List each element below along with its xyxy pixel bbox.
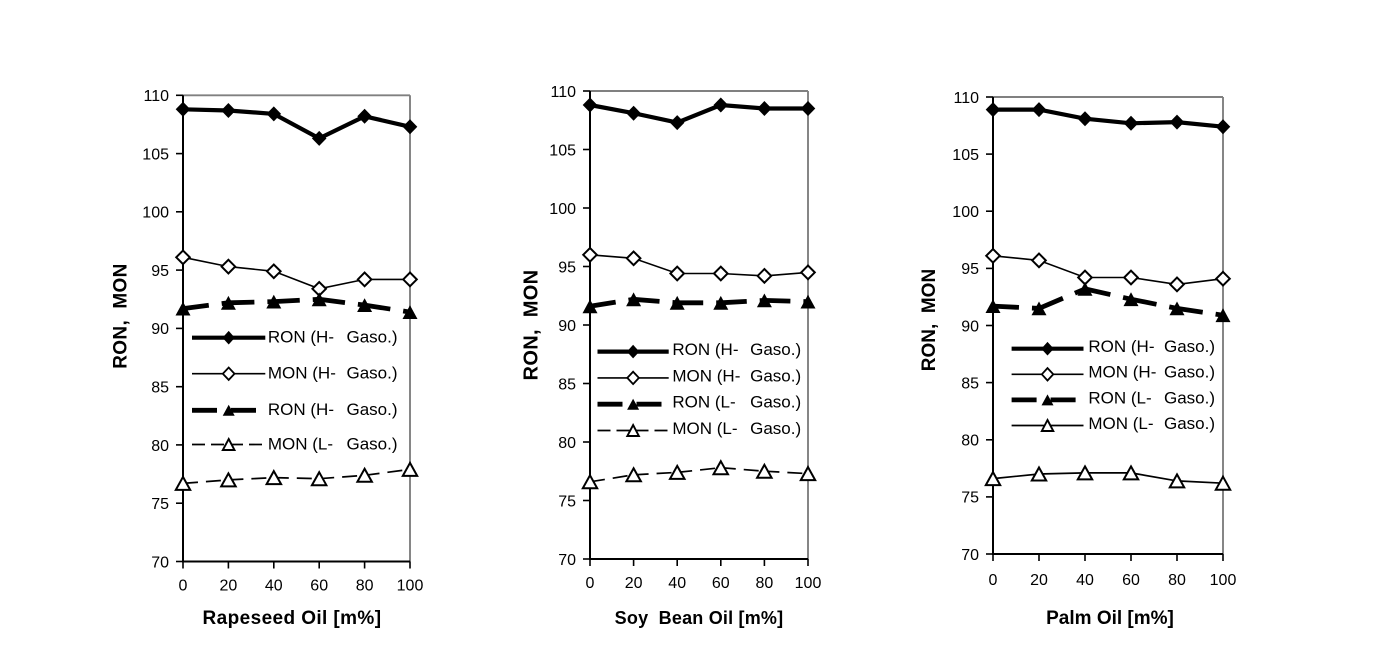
svg-text:RON (H-Gaso.): RON (H- Gaso.)	[268, 328, 398, 347]
svg-text:110: 110	[550, 84, 576, 101]
svg-text:RON (H-Gaso.): RON (H- Gaso.)	[268, 400, 398, 419]
svg-text:75: 75	[151, 496, 169, 513]
svg-text:RON, MON: RON, MON	[110, 263, 131, 369]
svg-text:90: 90	[961, 318, 979, 335]
svg-text:75: 75	[961, 490, 979, 507]
svg-text:110: 110	[953, 90, 979, 107]
svg-text:MON (L-Gaso.): MON (L- Gaso.)	[268, 434, 398, 453]
svg-text:RON, MON: RON, MON	[919, 269, 940, 371]
svg-text:90: 90	[558, 318, 576, 335]
svg-text:MON (L-Gaso.): MON (L- Gaso.)	[672, 419, 801, 438]
svg-text:80: 80	[756, 575, 774, 592]
svg-text:MON (L-Gaso.): MON (L- Gaso.)	[1088, 414, 1215, 433]
svg-text:60: 60	[310, 578, 328, 595]
svg-text:20: 20	[220, 578, 238, 595]
svg-text:100: 100	[1210, 572, 1237, 589]
svg-text:Soy Bean Oil [m%]: Soy Bean Oil [m%]	[615, 608, 784, 628]
svg-text:100: 100	[952, 204, 979, 221]
svg-text:80: 80	[1168, 572, 1186, 589]
svg-text:90: 90	[151, 321, 169, 338]
svg-text:60: 60	[1122, 572, 1140, 589]
svg-text:110: 110	[143, 88, 169, 105]
svg-text:70: 70	[151, 554, 169, 571]
svg-text:105: 105	[952, 147, 979, 164]
svg-text:RON (L-Gaso.): RON (L- Gaso.)	[672, 393, 801, 412]
svg-text:0: 0	[179, 578, 188, 595]
svg-text:MON (H-Gaso.): MON (H- Gaso.)	[268, 364, 398, 383]
svg-text:RON (L-Gaso.): RON (L- Gaso.)	[1088, 388, 1215, 407]
svg-text:60: 60	[712, 575, 730, 592]
svg-text:MON (H-Gaso.): MON (H- Gaso.)	[672, 366, 801, 385]
svg-text:80: 80	[356, 578, 374, 595]
svg-text:40: 40	[668, 575, 686, 592]
svg-text:70: 70	[558, 552, 576, 569]
svg-text:70: 70	[961, 547, 979, 564]
svg-text:95: 95	[558, 259, 576, 276]
svg-text:MON (H-Gaso.): MON (H- Gaso.)	[1088, 363, 1215, 382]
svg-text:RON (H-Gaso.): RON (H- Gaso.)	[672, 340, 801, 359]
svg-text:100: 100	[142, 205, 169, 222]
svg-text:95: 95	[961, 261, 979, 278]
svg-text:20: 20	[1030, 572, 1048, 589]
svg-text:40: 40	[1076, 572, 1094, 589]
svg-text:20: 20	[625, 575, 643, 592]
svg-text:105: 105	[549, 142, 576, 159]
svg-text:105: 105	[142, 146, 169, 163]
svg-text:100: 100	[549, 201, 576, 218]
svg-text:85: 85	[558, 376, 576, 393]
svg-text:100: 100	[397, 578, 424, 595]
svg-text:Palm Oil [m%]: Palm Oil [m%]	[1046, 608, 1174, 629]
svg-text:95: 95	[151, 263, 169, 280]
svg-text:RON (H-Gaso.): RON (H- Gaso.)	[1088, 337, 1215, 356]
svg-text:85: 85	[961, 375, 979, 392]
svg-text:100: 100	[795, 575, 822, 592]
svg-text:0: 0	[586, 575, 595, 592]
svg-text:40: 40	[265, 578, 283, 595]
svg-text:85: 85	[151, 380, 169, 397]
svg-text:RON, MON: RON, MON	[520, 270, 542, 381]
svg-text:75: 75	[558, 493, 576, 510]
svg-text:0: 0	[989, 572, 998, 589]
svg-text:Rapeseed Oil [m%]: Rapeseed Oil [m%]	[203, 608, 382, 629]
svg-text:80: 80	[558, 435, 576, 452]
svg-text:80: 80	[961, 433, 979, 450]
svg-text:80: 80	[151, 438, 169, 455]
